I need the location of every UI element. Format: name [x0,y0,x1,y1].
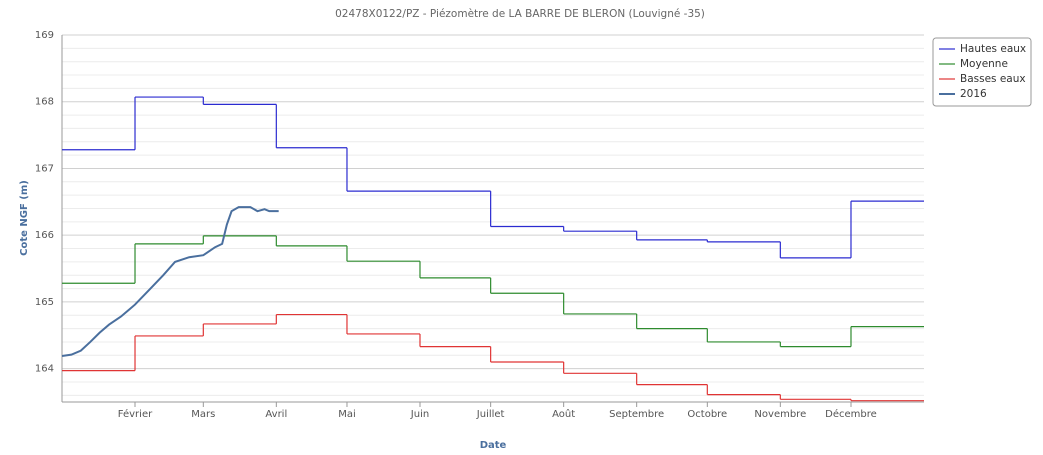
legend-label: 2016 [960,88,987,100]
x-tick-label: Mars [191,409,215,420]
x-tick-label: Août [552,408,575,420]
legend: Hautes eaux Moyenne Basses eaux 2016 [932,37,1032,107]
y-axis-label: Cote NGF (m) [19,180,30,256]
x-tick-label: Décembre [825,408,877,420]
x-tick-label: Mai [338,409,356,420]
legend-label: Moyenne [960,58,1008,70]
legend-label: Hautes eaux [960,43,1026,55]
x-tick-label: Février [118,408,153,420]
series-line [61,206,279,357]
legend-box [932,37,1032,107]
x-tick-label: Avril [265,409,287,420]
x-tick-label: Novembre [754,409,806,420]
x-tick-label: Juillet [476,409,505,420]
x-tick-label: Septembre [609,409,664,420]
x-tick-label: Juin [410,409,429,420]
x-axis-label: Date [480,440,507,451]
legend-label: Basses eaux [960,73,1026,85]
chart-title: 02478X0122/PZ - Piézomètre de LA BARRE D… [335,8,705,20]
y-tick-label: 165 [35,297,54,308]
y-tick-label: 164 [35,364,54,375]
y-tick-label: 168 [35,97,54,108]
y-tick-label: 166 [35,230,54,241]
y-tick-label: 169 [35,30,54,41]
y-tick-label: 167 [35,163,54,174]
x-tick-label: Octobre [687,409,727,420]
